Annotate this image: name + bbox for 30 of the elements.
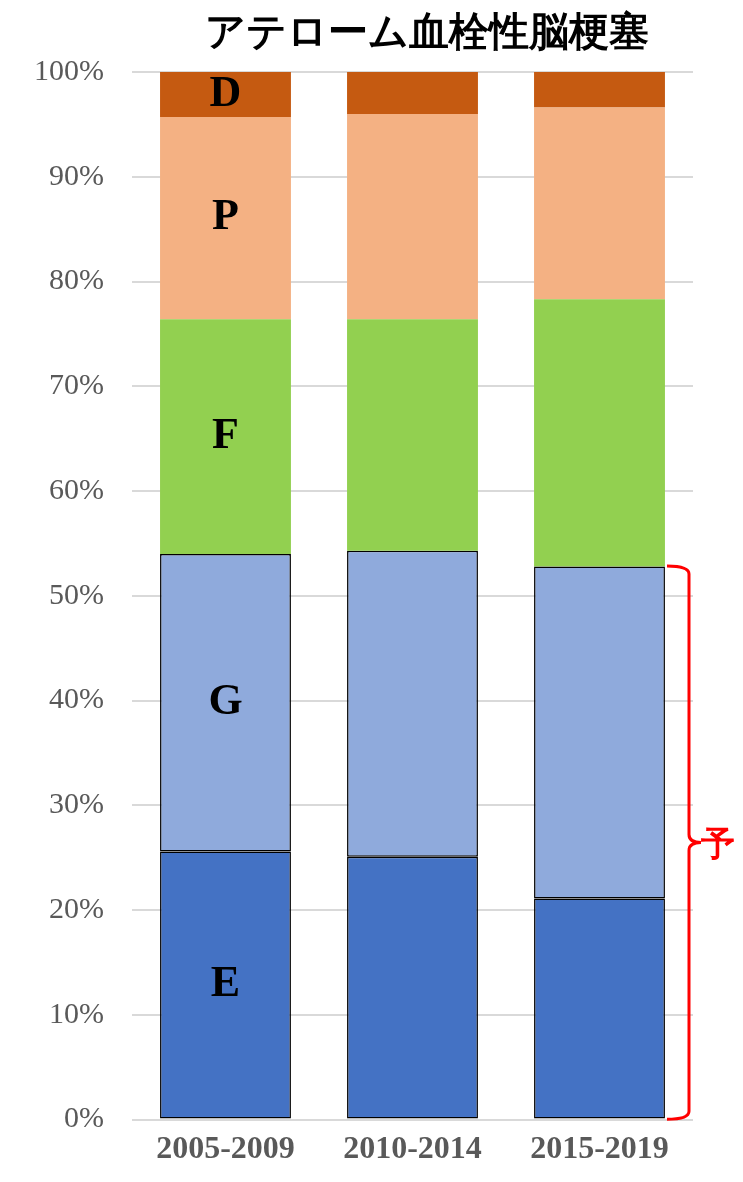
y-tick-label: 40% [48,681,104,715]
series-label: E [210,957,241,1007]
y-tick-label: 60% [48,471,104,505]
x-tick-label: 2005-2009 [156,1129,295,1166]
series-label: G [208,675,243,725]
bar [347,113,478,320]
bar [160,72,291,118]
y-tick-label: 10% [48,995,104,1029]
bar [534,299,665,567]
text: 予 [700,822,735,866]
bar [160,117,291,320]
bar [160,319,291,554]
bar [534,107,665,300]
x-tick-label: 2015-2019 [530,1129,669,1166]
x-tick-label: 2010-2014 [343,1129,482,1166]
series-label: F [212,408,239,458]
bar [347,319,478,551]
y-tick-label: 30% [48,786,104,820]
series-label: P [212,190,239,240]
y-tick-label: 0% [63,1100,104,1134]
bar [534,72,665,108]
bar [347,72,478,114]
series-label: D [209,66,242,116]
y-tick-label: 90% [48,157,104,191]
y-tick-label: 50% [48,576,104,610]
chart-title: アテローム血栓性脳梗塞 [204,8,649,54]
y-tick-label: 70% [48,367,104,401]
y-tick-label: 100% [33,52,104,86]
y-tick-label: 20% [48,890,104,924]
y-tick-label: 80% [48,262,104,296]
